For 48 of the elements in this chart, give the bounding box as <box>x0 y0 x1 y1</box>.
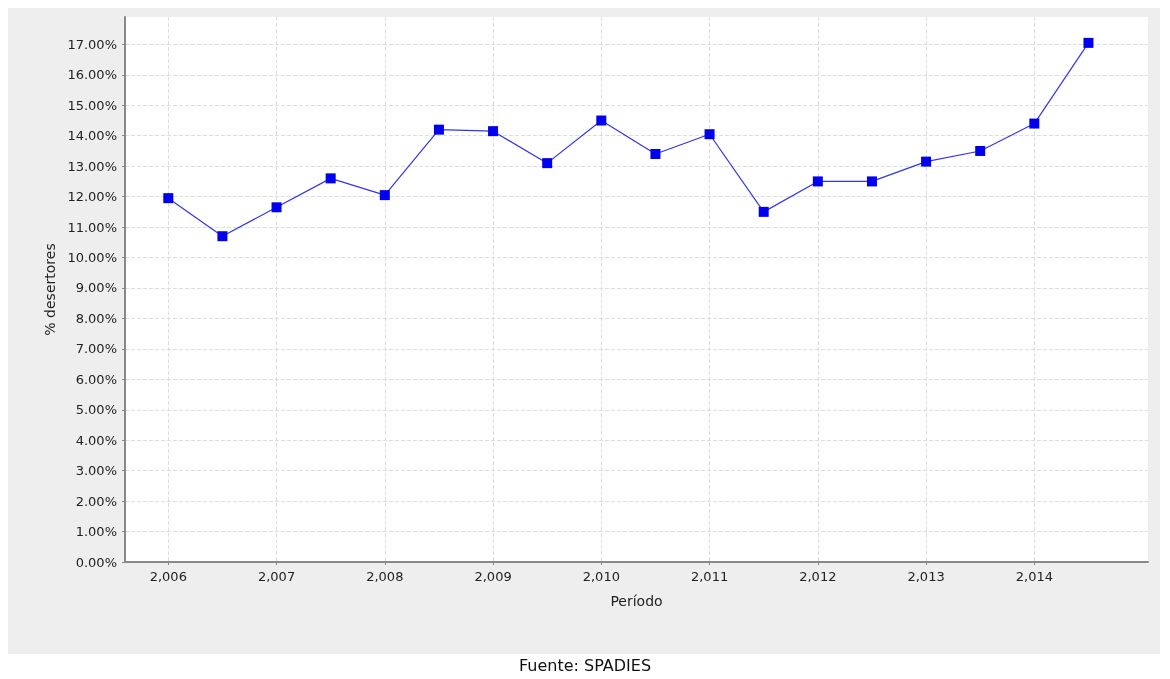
y-axis-title: % desertores <box>41 243 58 336</box>
point <box>488 126 499 137</box>
point <box>975 145 986 156</box>
point <box>650 149 661 160</box>
y-tick-label: 6.00% <box>75 371 117 387</box>
point <box>1029 118 1040 129</box>
y-tick-label: 7.00% <box>75 341 117 357</box>
point <box>542 158 553 169</box>
point <box>217 231 228 242</box>
point <box>758 206 769 217</box>
y-tick-label: 14.00% <box>67 128 117 144</box>
x-tick-label: 2,014 <box>1015 569 1053 584</box>
point <box>379 190 390 201</box>
x-tick-label: 2,009 <box>474 569 512 584</box>
y-tick-label: 0.00% <box>75 554 117 570</box>
x-tick-label: 2,006 <box>149 569 187 584</box>
y-tick-label: 13.00% <box>67 158 117 174</box>
y-tick-label: 2.00% <box>75 493 117 509</box>
y-tick-label: 5.00% <box>75 402 117 418</box>
point <box>921 156 932 167</box>
x-tick-label: 2,008 <box>366 569 404 584</box>
point <box>433 124 444 135</box>
y-tick-label: 16.00% <box>67 67 117 83</box>
y-tick-label: 9.00% <box>75 280 117 296</box>
y-tick-label: 8.00% <box>75 310 117 326</box>
x-tick-label: 2,013 <box>907 569 945 584</box>
y-tick-label: 12.00% <box>67 189 117 205</box>
point <box>866 176 877 187</box>
point <box>1083 37 1094 48</box>
y-tick-label: 4.00% <box>75 432 117 448</box>
y-tick-label: 11.00% <box>67 219 117 235</box>
y-tick-label: 3.00% <box>75 463 117 479</box>
x-tick-label: 2,011 <box>690 569 729 584</box>
x-tick-label: 2,010 <box>582 569 620 584</box>
y-tick-label: 15.00% <box>67 97 117 113</box>
x-tick-label: 2,012 <box>799 569 837 584</box>
y-tick-label: 10.00% <box>67 250 117 266</box>
point <box>163 193 174 204</box>
point <box>596 115 607 126</box>
point <box>704 129 715 140</box>
x-axis-title: Período <box>610 593 663 609</box>
y-tick-label: 17.00% <box>67 36 117 52</box>
point <box>812 176 823 187</box>
x-tick-label: 2,007 <box>257 569 296 584</box>
y-tick-label: 1.00% <box>75 524 117 540</box>
point <box>271 202 282 213</box>
source-note: Fuente: SPADIES <box>517 656 653 675</box>
point <box>325 173 336 184</box>
